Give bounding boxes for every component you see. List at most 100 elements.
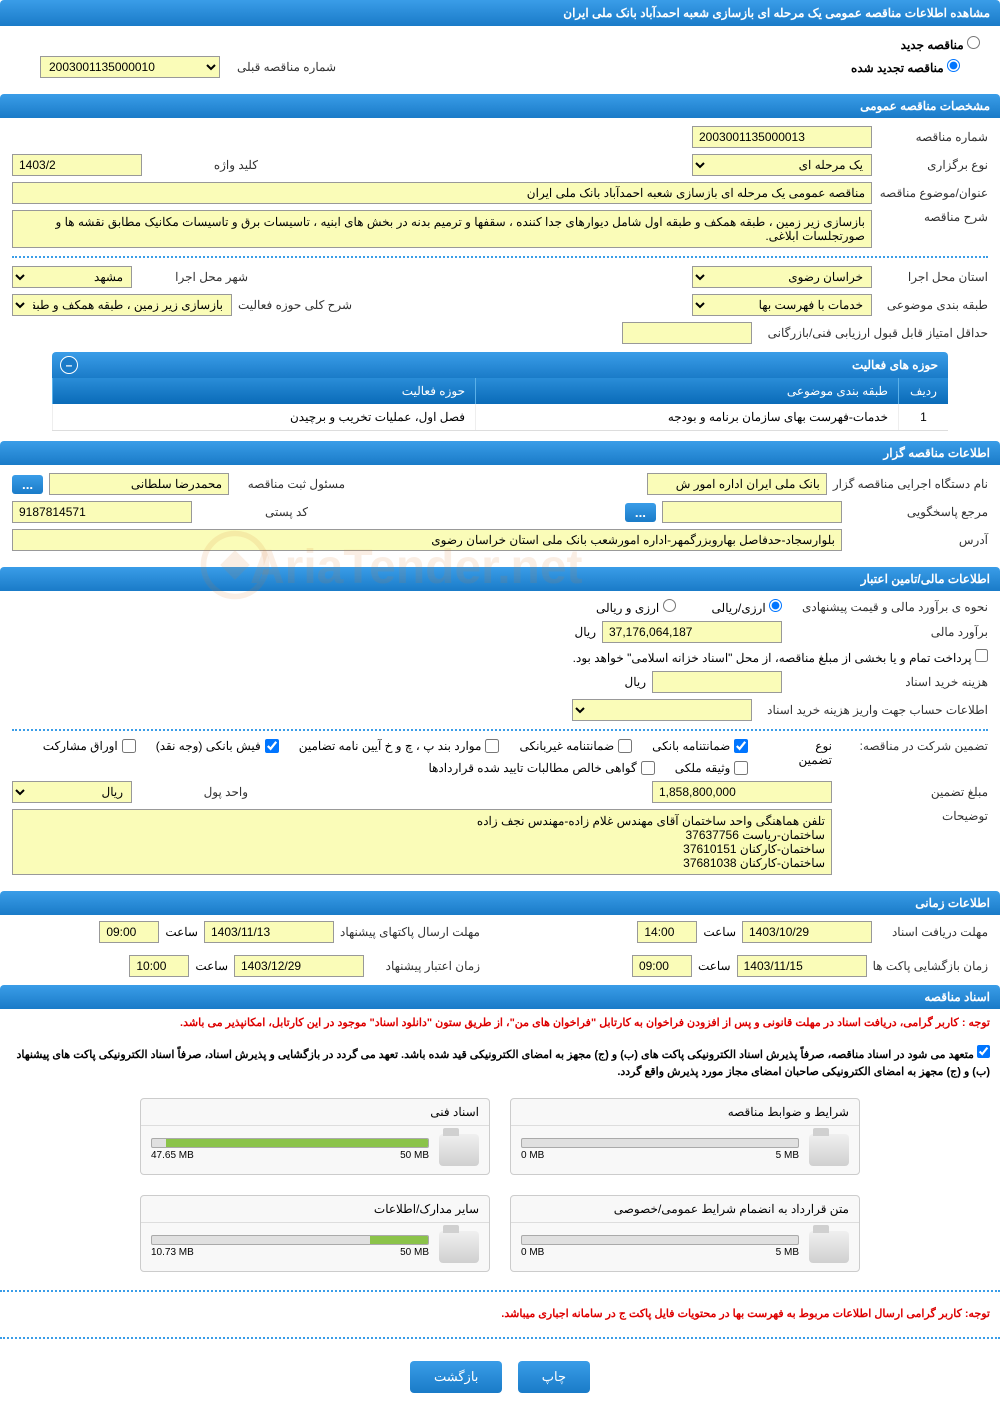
subject-field[interactable] <box>12 182 872 204</box>
validity-time-field[interactable] <box>129 955 189 977</box>
open-label: زمان بازگشایی پاکت ها <box>873 959 988 973</box>
chk-nonbank-input[interactable] <box>618 739 632 753</box>
used-size: 47.65 MB <box>151 1150 194 1161</box>
notes-field[interactable] <box>12 809 832 875</box>
chk-bonds-input[interactable] <box>122 739 136 753</box>
opt-both-input[interactable] <box>663 599 676 612</box>
estimate-label: برآورد مالی <box>788 625 988 639</box>
guarantee-type-label: نوع تضمین <box>794 739 832 767</box>
postal-field[interactable] <box>12 501 192 523</box>
header-docs: اسناد مناقصه <box>0 985 1000 1009</box>
chk-bank: ضمانتنامه بانکی <box>652 739 748 753</box>
receive-date-field[interactable] <box>742 921 872 943</box>
category-select[interactable]: خدمات با فهرست بها <box>692 294 872 316</box>
currency-label-2: ریال <box>624 675 646 689</box>
header-general: مشخصات مناقصه عمومی <box>0 94 1000 118</box>
open-time-field[interactable] <box>632 955 692 977</box>
desc-field[interactable] <box>12 210 872 248</box>
org-field[interactable] <box>647 473 827 495</box>
time-label-2: ساعت <box>165 925 198 939</box>
activity-label: شرح کلی حوزه فعالیت <box>238 298 352 312</box>
max-size: 5 MB <box>776 1247 799 1258</box>
lookup-button-2[interactable]: ... <box>625 503 656 522</box>
chk-approved: گواهی خالص مطالبات تایید شده قراردادها <box>428 761 654 775</box>
opt-both: ارزی و ریالی <box>596 599 676 615</box>
guarantee-amount-field[interactable] <box>652 781 832 803</box>
province-select[interactable]: خراسان رضوی <box>692 266 872 288</box>
used-size: 0 MB <box>521 1247 544 1258</box>
receive-time-field[interactable] <box>637 921 697 943</box>
chk-property-input[interactable] <box>734 761 748 775</box>
time-label-3: ساعت <box>698 959 731 973</box>
max-size: 5 MB <box>776 1150 799 1161</box>
estimate-field[interactable] <box>602 621 782 643</box>
opt-rial-input[interactable] <box>769 599 782 612</box>
folder-icon[interactable] <box>439 1134 479 1166</box>
divider-4 <box>0 1337 1000 1339</box>
radio-renewed-tender: مناقصه تجدید شده <box>851 59 960 75</box>
treasury-check-input[interactable] <box>975 649 988 662</box>
activity-table-header: حوزه های فعالیت – <box>52 352 948 378</box>
keyword-field[interactable] <box>12 154 142 176</box>
opt-rial: ارزی/ریالی <box>712 599 782 615</box>
notice-1: توجه : کاربر گرامی، دریافت اسناد در مهلت… <box>0 1009 1000 1039</box>
address-field[interactable] <box>12 529 842 551</box>
send-time-field[interactable] <box>99 921 159 943</box>
notes-label: توضیحات <box>838 809 988 823</box>
address-label: آدرس <box>848 533 988 547</box>
open-date-field[interactable] <box>737 955 867 977</box>
min-score-field[interactable] <box>622 322 752 344</box>
notice-2-check[interactable] <box>977 1045 990 1058</box>
guarantee-amount-label: مبلغ تضمین <box>838 785 988 799</box>
radio-new-input[interactable] <box>967 36 980 49</box>
city-select[interactable]: مشهد <box>12 266 132 288</box>
radio-renewed-input[interactable] <box>947 59 960 72</box>
table-row: 1 خدمات-فهرست بهای سازمان برنامه و بودجه… <box>52 404 948 431</box>
time-label-4: ساعت <box>195 959 228 973</box>
chk-approved-input[interactable] <box>641 761 655 775</box>
tender-number-label: شماره مناقصه <box>878 130 988 144</box>
validity-date-field[interactable] <box>234 955 364 977</box>
folder-icon[interactable] <box>809 1134 849 1166</box>
doc-cost-field[interactable] <box>652 671 782 693</box>
currency-label: ریال <box>574 625 596 639</box>
send-date-field[interactable] <box>204 921 334 943</box>
folder-icon[interactable] <box>439 1231 479 1263</box>
unit-select[interactable]: ریال <box>12 781 132 803</box>
used-size: 10.73 MB <box>151 1247 194 1258</box>
reg-person-field[interactable] <box>49 473 229 495</box>
resp-label: مرجع پاسخگویی <box>848 505 988 519</box>
attachment-box: شرایط و ضوابط مناقصه0 MB5 MB <box>510 1098 860 1175</box>
header-purchaser: اطلاعات مناقصه گزار <box>0 441 1000 465</box>
category-label: طبقه بندی موضوعی <box>878 298 988 312</box>
max-size: 50 MB <box>400 1247 429 1258</box>
account-select[interactable] <box>572 699 752 721</box>
attachment-title: سایر مدارک/اطلاعات <box>141 1196 489 1223</box>
attachment-title: متن قرارداد به انضمام شرایط عمومی/خصوصی <box>511 1196 859 1223</box>
prev-number-select[interactable]: 2003001135000010 <box>40 56 220 78</box>
print-button[interactable]: چاپ <box>518 1361 590 1393</box>
guarantee-label: تضمین شرکت در مناقصه: <box>838 739 988 753</box>
account-label: اطلاعات حساب جهت واریز هزینه خرید اسناد <box>758 703 988 717</box>
activity-select[interactable]: بازسازی زیر زمین ، طبقه همکف و طبقه اول … <box>12 294 232 316</box>
lookup-button[interactable]: ... <box>12 475 43 494</box>
chk-bank-input[interactable] <box>734 739 748 753</box>
page-title: مشاهده اطلاعات مناقصه عمومی یک مرحله ای … <box>0 0 1000 26</box>
type-label: نوع برگزاری <box>878 158 988 172</box>
treasury-check: پرداخت تمام و یا بخشی از مبلغ مناقصه، از… <box>573 649 988 665</box>
tender-number-field[interactable] <box>692 126 872 148</box>
attachment-box: اسناد فنی47.65 MB50 MB <box>140 1098 490 1175</box>
divider-2 <box>12 729 988 731</box>
chk-cash-input[interactable] <box>265 739 279 753</box>
unit-label: واحد پول <box>138 785 248 799</box>
back-button[interactable]: بازگشت <box>410 1361 502 1393</box>
collapse-icon[interactable]: – <box>60 356 78 374</box>
activity-table-columns: ردیف طبقه بندی موضوعی حوزه فعالیت <box>52 378 948 404</box>
type-select[interactable]: یک مرحله ای <box>692 154 872 176</box>
chk-regs-input[interactable] <box>485 739 499 753</box>
header-finance: اطلاعات مالی/تامین اعتبار <box>0 567 1000 591</box>
resp-field[interactable] <box>662 501 842 523</box>
province-label: استان محل اجرا <box>878 270 988 284</box>
folder-icon[interactable] <box>809 1231 849 1263</box>
header-time: اطلاعات زمانی <box>0 891 1000 915</box>
